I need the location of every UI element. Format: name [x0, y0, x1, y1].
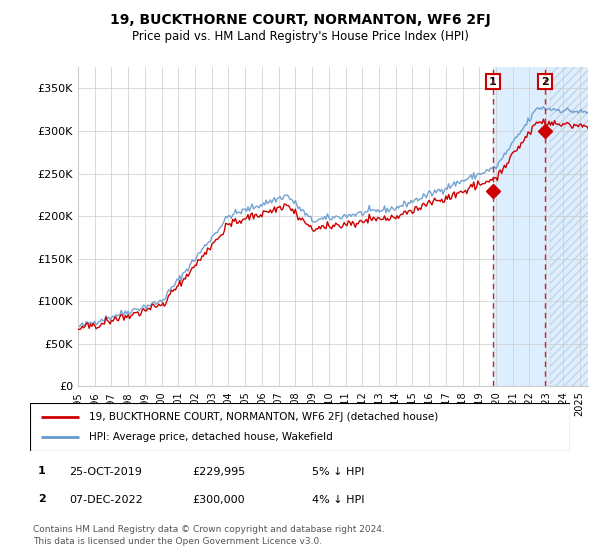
Text: 5% ↓ HPI: 5% ↓ HPI — [312, 466, 364, 477]
Text: HPI: Average price, detached house, Wakefield: HPI: Average price, detached house, Wake… — [89, 432, 333, 442]
Text: 2: 2 — [38, 494, 46, 504]
Text: 19, BUCKTHORNE COURT, NORMANTON, WF6 2FJ: 19, BUCKTHORNE COURT, NORMANTON, WF6 2FJ — [110, 13, 490, 27]
Text: 4% ↓ HPI: 4% ↓ HPI — [312, 494, 365, 505]
Text: 1: 1 — [489, 77, 497, 87]
Bar — [550, 67, 600, 386]
Bar — [493, 67, 600, 386]
Text: £300,000: £300,000 — [192, 494, 245, 505]
Text: 2: 2 — [541, 77, 549, 87]
Text: 19, BUCKTHORNE COURT, NORMANTON, WF6 2FJ (detached house): 19, BUCKTHORNE COURT, NORMANTON, WF6 2FJ… — [89, 412, 439, 422]
Text: 25-OCT-2019: 25-OCT-2019 — [69, 466, 142, 477]
Text: This data is licensed under the Open Government Licence v3.0.: This data is licensed under the Open Gov… — [33, 537, 322, 546]
Text: Contains HM Land Registry data © Crown copyright and database right 2024.: Contains HM Land Registry data © Crown c… — [33, 525, 385, 534]
Text: 07-DEC-2022: 07-DEC-2022 — [69, 494, 143, 505]
Text: 1: 1 — [38, 466, 46, 476]
Text: £229,995: £229,995 — [192, 466, 245, 477]
FancyBboxPatch shape — [30, 403, 570, 451]
Text: Price paid vs. HM Land Registry's House Price Index (HPI): Price paid vs. HM Land Registry's House … — [131, 30, 469, 43]
